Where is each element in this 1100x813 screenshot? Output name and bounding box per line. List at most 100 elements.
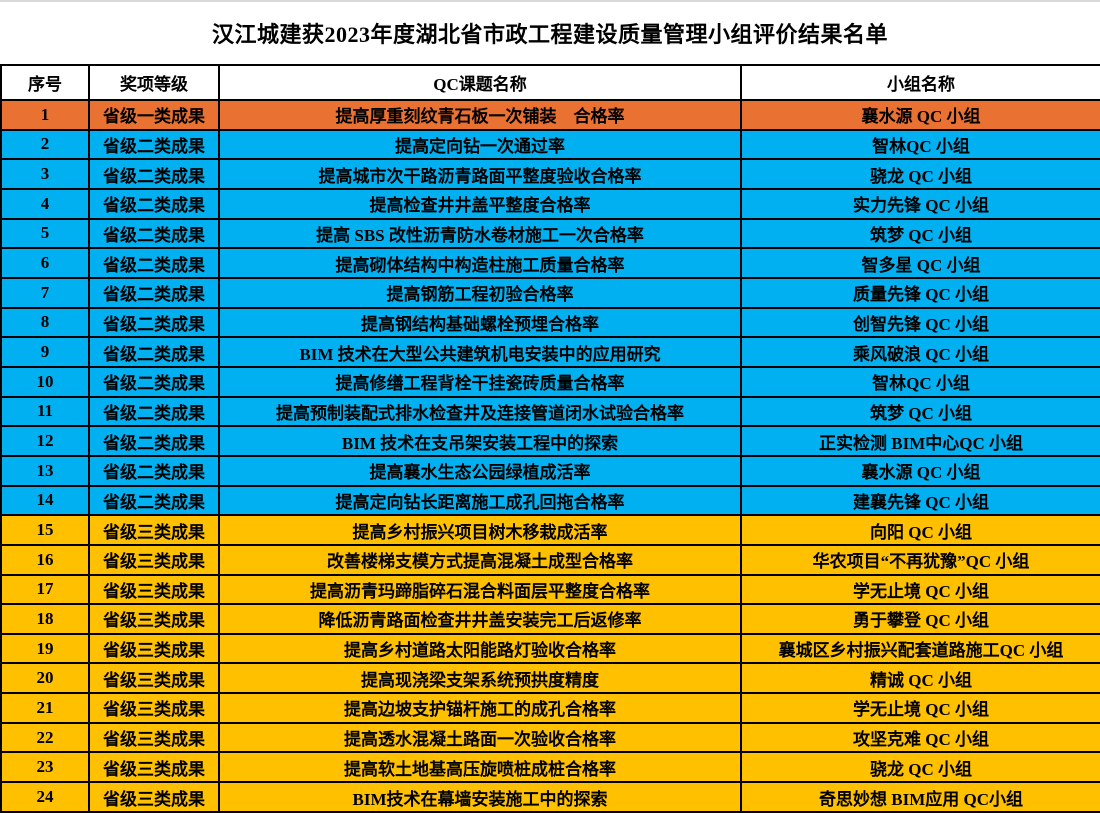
cell-no: 10 — [0, 365, 90, 398]
table-row: 17 省级三类成果 提高沥青玛蹄脂碎石混合料面层平整度合格率 学无止境 QC 小… — [0, 573, 1100, 606]
table-row: 5 省级二类成果 提高 SBS 改性沥青防水卷材施工一次合格率 筑梦 QC 小组 — [0, 217, 1100, 250]
cell-no: 2 — [0, 128, 90, 161]
cell-no: 18 — [0, 603, 90, 635]
cell-no: 11 — [0, 395, 90, 428]
cell-no: 1 — [0, 99, 90, 131]
cell-award: 省级三类成果 — [88, 543, 220, 576]
cell-award: 省级三类成果 — [88, 573, 220, 606]
table-row: 21 省级三类成果 提高边坡支护锚杆施工的成孔合格率 学无止境 QC 小组 — [0, 692, 1100, 724]
cell-group: 乘风破浪 QC 小组 — [740, 336, 1100, 368]
cell-no: 12 — [0, 425, 90, 457]
table-row: 11 省级二类成果 提高预制装配式排水检查井及连接管道闭水试验合格率 筑梦 QC… — [0, 395, 1100, 428]
cell-award: 省级三类成果 — [88, 662, 220, 695]
cell-group: 筑梦 QC 小组 — [740, 217, 1100, 250]
cell-group: 骁龙 QC 小组 — [740, 751, 1100, 784]
table-row: 20 省级三类成果 提高现浇梁支架系统预拱度精度 精诚 QC 小组 — [0, 662, 1100, 695]
table-row: 22 省级三类成果 提高透水混凝土路面一次验收合格率 攻坚克难 QC 小组 — [0, 721, 1100, 754]
col-header-no: 序号 — [0, 64, 90, 101]
cell-award: 省级二类成果 — [88, 484, 220, 517]
cell-group: 勇于攀登 QC 小组 — [740, 603, 1100, 635]
table-row: 18 省级三类成果 降低沥青路面检查井井盖安装完工后返修率 勇于攀登 QC 小组 — [0, 603, 1100, 635]
cell-award: 省级三类成果 — [88, 632, 220, 665]
cell-group: 攻坚克难 QC 小组 — [740, 721, 1100, 754]
cell-award: 省级二类成果 — [88, 158, 220, 190]
cell-no: 24 — [0, 781, 90, 813]
cell-topic: 提高修缮工程背栓干挂瓷砖质量合格率 — [218, 365, 742, 398]
cell-group: 襄水源 QC 小组 — [740, 454, 1100, 487]
table-row: 15 省级三类成果 提高乡村振兴项目树木移栽成活率 向阳 QC 小组 — [0, 514, 1100, 546]
cell-no: 7 — [0, 276, 90, 309]
cell-group: 创智先锋 QC 小组 — [740, 306, 1100, 339]
table-row: 16 省级三类成果 改善楼梯支模方式提高混凝土成型合格率 华农项目“不再犹豫”Q… — [0, 543, 1100, 576]
cell-group: 智林QC 小组 — [740, 365, 1100, 398]
cell-no: 17 — [0, 573, 90, 606]
col-header-group: 小组名称 — [740, 64, 1100, 101]
cell-award: 省级三类成果 — [88, 514, 220, 546]
cell-group: 正实检测 BIM中心QC 小组 — [740, 425, 1100, 457]
table-row: 19 省级三类成果 提高乡村道路太阳能路灯验收合格率 襄城区乡村振兴配套道路施工… — [0, 632, 1100, 665]
cell-no: 3 — [0, 158, 90, 190]
cell-topic: 提高钢结构基础螺栓预埋合格率 — [218, 306, 742, 339]
cell-topic: 提高软土地基高压旋喷桩成桩合格率 — [218, 751, 742, 784]
cell-group: 智林QC 小组 — [740, 128, 1100, 161]
cell-award: 省级二类成果 — [88, 187, 220, 220]
cell-topic: 提高现浇梁支架系统预拱度精度 — [218, 662, 742, 695]
cell-award: 省级三类成果 — [88, 692, 220, 724]
cell-award: 省级二类成果 — [88, 276, 220, 309]
cell-group: 奇思妙想 BIM应用 QC小组 — [740, 781, 1100, 813]
cell-topic: 提高乡村振兴项目树木移栽成活率 — [218, 514, 742, 546]
cell-group: 实力先锋 QC 小组 — [740, 187, 1100, 220]
cell-topic: 提高砌体结构中构造柱施工质量合格率 — [218, 247, 742, 279]
cell-topic: 提高边坡支护锚杆施工的成孔合格率 — [218, 692, 742, 724]
cell-no: 4 — [0, 187, 90, 220]
results-table: 序号 奖项等级 QC课题名称 小组名称 1 省级一类成果 提高厚重刻纹青石板一次… — [0, 64, 1100, 813]
cell-topic: 提高沥青玛蹄脂碎石混合料面层平整度合格率 — [218, 573, 742, 606]
cell-award: 省级一类成果 — [88, 99, 220, 131]
cell-group: 建襄先锋 QC 小组 — [740, 484, 1100, 517]
cell-award: 省级三类成果 — [88, 603, 220, 635]
table-row: 2 省级二类成果 提高定向钻一次通过率 智林QC 小组 — [0, 128, 1100, 161]
table-row: 14 省级二类成果 提高定向钻长距离施工成孔回拖合格率 建襄先锋 QC 小组 — [0, 484, 1100, 517]
table-row: 4 省级二类成果 提高检查井井盖平整度合格率 实力先锋 QC 小组 — [0, 187, 1100, 220]
cell-topic: BIM 技术在支吊架安装工程中的探索 — [218, 425, 742, 457]
cell-topic: 提高城市次干路沥青路面平整度验收合格率 — [218, 158, 742, 190]
cell-award: 省级二类成果 — [88, 306, 220, 339]
table-row: 7 省级二类成果 提高钢筋工程初验合格率 质量先锋 QC 小组 — [0, 276, 1100, 309]
cell-group: 襄城区乡村振兴配套道路施工QC 小组 — [740, 632, 1100, 665]
cell-group: 学无止境 QC 小组 — [740, 692, 1100, 724]
cell-topic: 提高预制装配式排水检查井及连接管道闭水试验合格率 — [218, 395, 742, 428]
cell-no: 13 — [0, 454, 90, 487]
cell-award: 省级二类成果 — [88, 336, 220, 368]
cell-award: 省级三类成果 — [88, 751, 220, 784]
cell-group: 质量先锋 QC 小组 — [740, 276, 1100, 309]
cell-no: 16 — [0, 543, 90, 576]
cell-no: 8 — [0, 306, 90, 339]
cell-topic: 提高透水混凝土路面一次验收合格率 — [218, 721, 742, 754]
cell-topic: 提高检查井井盖平整度合格率 — [218, 187, 742, 220]
table-row: 24 省级三类成果 BIM技术在幕墙安装施工中的探索 奇思妙想 BIM应用 QC… — [0, 781, 1100, 813]
header-row: 序号 奖项等级 QC课题名称 小组名称 — [0, 64, 1100, 101]
cell-topic: 提高 SBS 改性沥青防水卷材施工一次合格率 — [218, 217, 742, 250]
cell-group: 筑梦 QC 小组 — [740, 395, 1100, 428]
table-row: 12 省级二类成果 BIM 技术在支吊架安装工程中的探索 正实检测 BIM中心Q… — [0, 425, 1100, 457]
table-row: 6 省级二类成果 提高砌体结构中构造柱施工质量合格率 智多星 QC 小组 — [0, 247, 1100, 279]
cell-no: 20 — [0, 662, 90, 695]
cell-group: 精诚 QC 小组 — [740, 662, 1100, 695]
cell-award: 省级二类成果 — [88, 365, 220, 398]
table-row: 10 省级二类成果 提高修缮工程背栓干挂瓷砖质量合格率 智林QC 小组 — [0, 365, 1100, 398]
cell-award: 省级二类成果 — [88, 247, 220, 279]
cell-award: 省级二类成果 — [88, 454, 220, 487]
cell-award: 省级二类成果 — [88, 128, 220, 161]
cell-award: 省级三类成果 — [88, 781, 220, 813]
cell-group: 学无止境 QC 小组 — [740, 573, 1100, 606]
cell-no: 15 — [0, 514, 90, 546]
table-row: 9 省级二类成果 BIM 技术在大型公共建筑机电安装中的应用研究 乘风破浪 QC… — [0, 336, 1100, 368]
cell-award: 省级二类成果 — [88, 425, 220, 457]
cell-group: 华农项目“不再犹豫”QC 小组 — [740, 543, 1100, 576]
table-row: 1 省级一类成果 提高厚重刻纹青石板一次铺装 合格率 襄水源 QC 小组 — [0, 99, 1100, 131]
cell-topic: 提高襄水生态公园绿植成活率 — [218, 454, 742, 487]
cell-topic: 提高定向钻一次通过率 — [218, 128, 742, 161]
cell-no: 22 — [0, 721, 90, 754]
cell-topic: 提高乡村道路太阳能路灯验收合格率 — [218, 632, 742, 665]
